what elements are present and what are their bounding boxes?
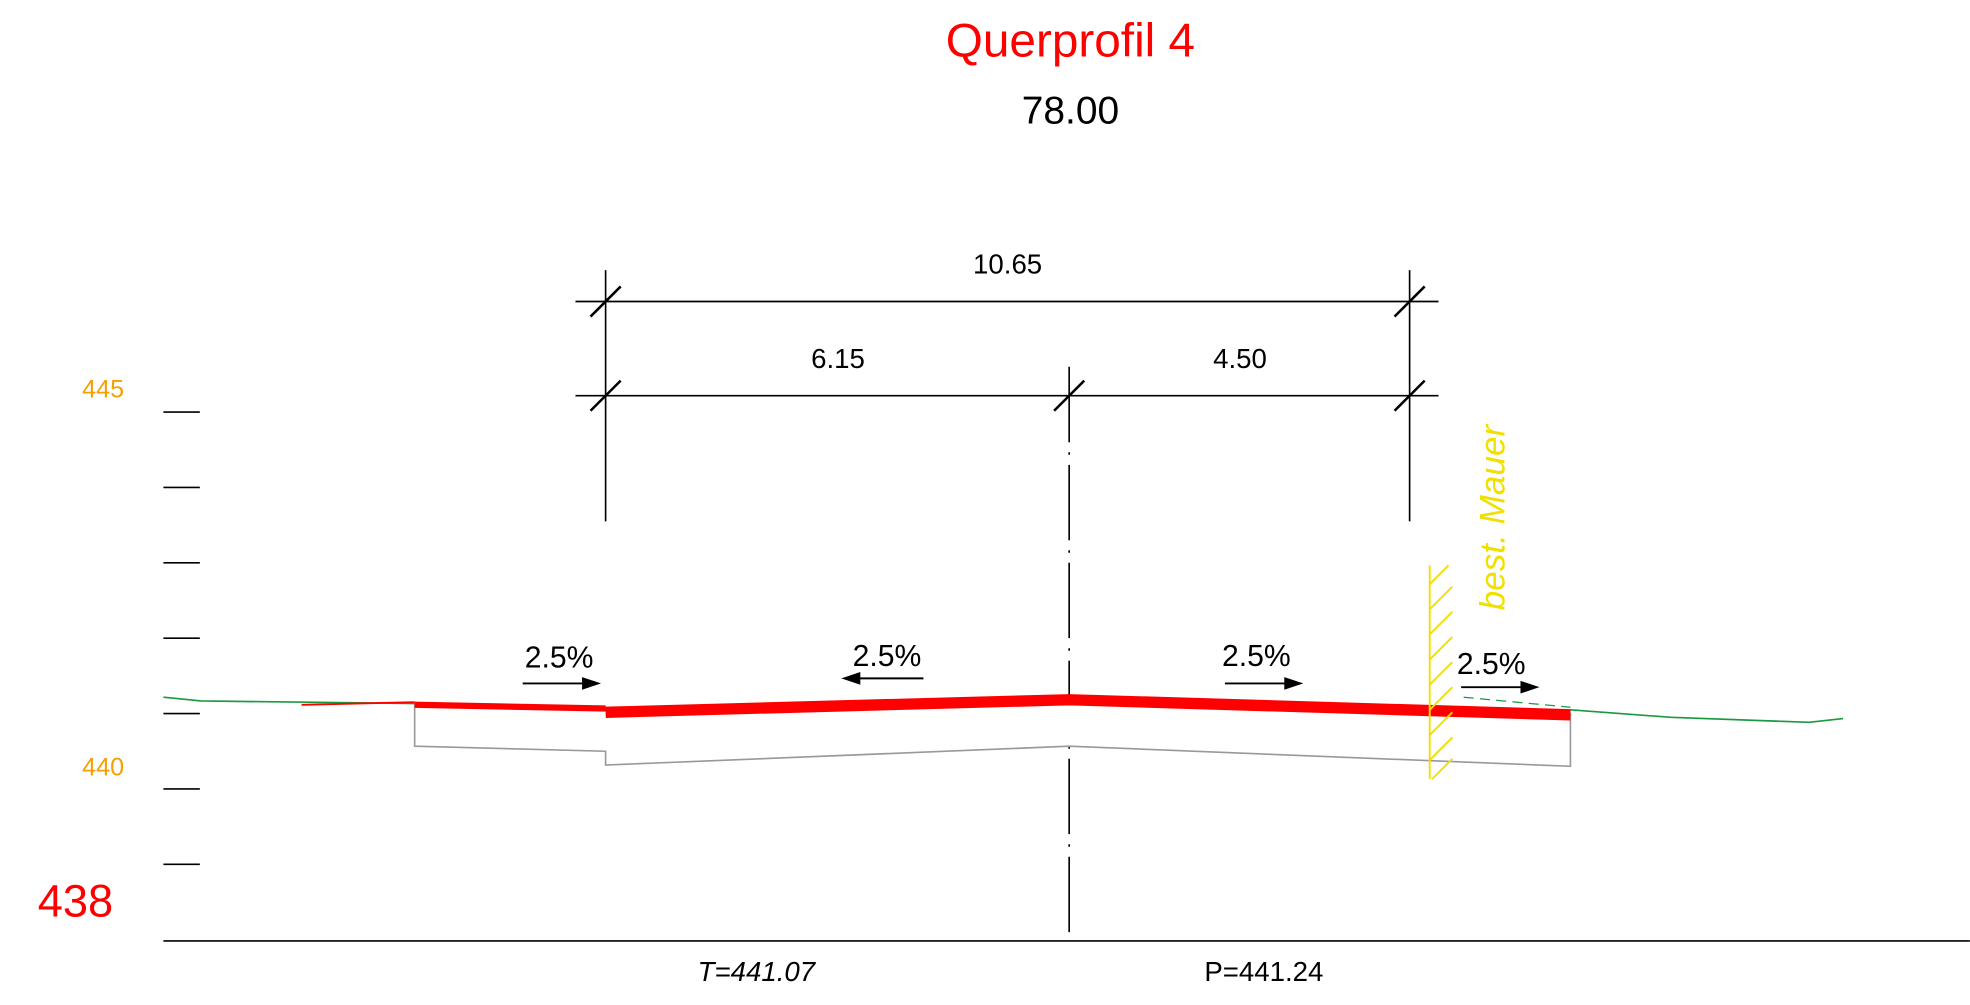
dim-tick <box>589 379 622 412</box>
dim-label: 6.15 <box>811 343 865 374</box>
slope-label: 2.5% <box>1222 640 1291 673</box>
terrain-dashed <box>1463 696 1571 708</box>
dim-label: 10.65 <box>973 249 1042 280</box>
edge <box>301 701 415 706</box>
pavement <box>414 701 606 712</box>
slope-label: 2.5% <box>853 640 922 673</box>
wall-hatch <box>1428 564 1453 780</box>
slope-arrows <box>522 672 1540 694</box>
dim-tick <box>1393 285 1426 318</box>
dim-tick <box>1393 379 1426 412</box>
elevation-label: 438 <box>38 875 113 926</box>
title: Querprofil 4 <box>946 15 1195 68</box>
station: 78.00 <box>1022 89 1119 132</box>
bottom-label: P=441.24 <box>1204 956 1323 987</box>
elevation-label: 445 <box>82 375 124 403</box>
elevation-axis <box>163 411 1970 942</box>
terrain <box>163 696 415 705</box>
dim-tick <box>589 285 622 318</box>
slope-label: 2.5% <box>1457 648 1526 681</box>
terrain <box>1570 708 1844 724</box>
wall-label: best. Mauer <box>1473 423 1512 610</box>
slope-label: 2.5% <box>525 642 594 675</box>
pavement <box>605 694 1571 721</box>
elevation-label: 440 <box>82 753 124 781</box>
dim-label: 4.50 <box>1213 343 1267 374</box>
dimensions <box>575 270 1439 943</box>
bottom-label: T=441.07 <box>698 956 817 987</box>
